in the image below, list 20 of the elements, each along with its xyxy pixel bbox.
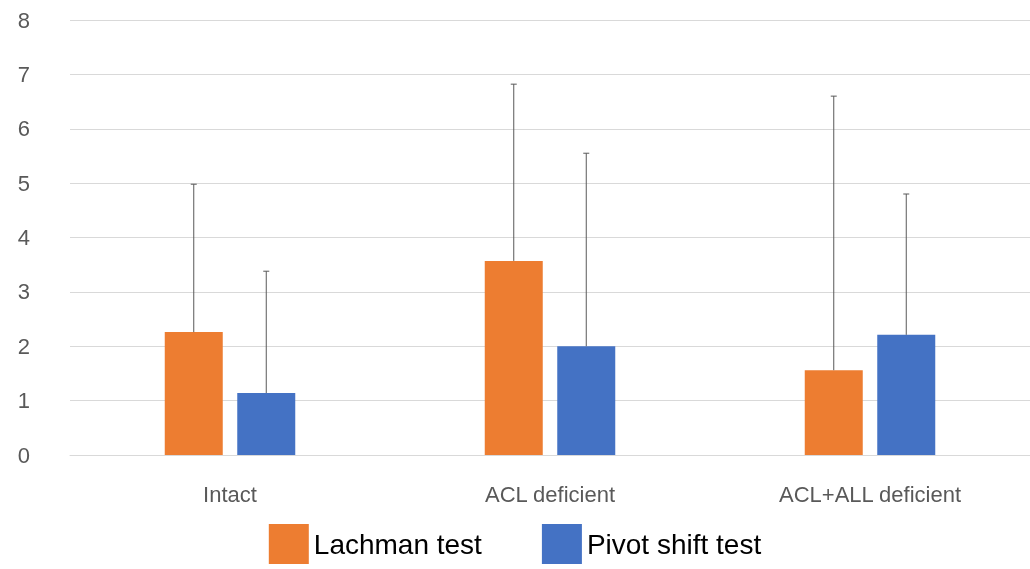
y-tick-label: 4 bbox=[17, 225, 30, 250]
y-tick-label: 1 bbox=[17, 388, 30, 414]
bar bbox=[557, 346, 616, 455]
x-tick-label: ACL+ALL deficient bbox=[778, 481, 962, 507]
bar bbox=[164, 332, 223, 455]
y-tick-label: 5 bbox=[17, 170, 30, 196]
bar bbox=[804, 370, 863, 455]
bar bbox=[877, 334, 936, 455]
y-tick-label: 3 bbox=[17, 279, 30, 305]
legend-label: Lachman test bbox=[313, 528, 483, 560]
x-tick-label: ACL deficient bbox=[484, 481, 616, 507]
bar bbox=[237, 393, 296, 455]
y-tick-label: 7 bbox=[17, 61, 30, 87]
legend-label: Pivot shift test bbox=[586, 528, 762, 560]
bar bbox=[484, 260, 543, 455]
y-tick-label: 2 bbox=[17, 333, 30, 359]
y-tick-label: 6 bbox=[17, 116, 30, 142]
x-tick-label: Intact bbox=[203, 481, 257, 507]
y-tick-label: 8 bbox=[17, 7, 30, 33]
y-tick-label: 0 bbox=[17, 442, 30, 468]
